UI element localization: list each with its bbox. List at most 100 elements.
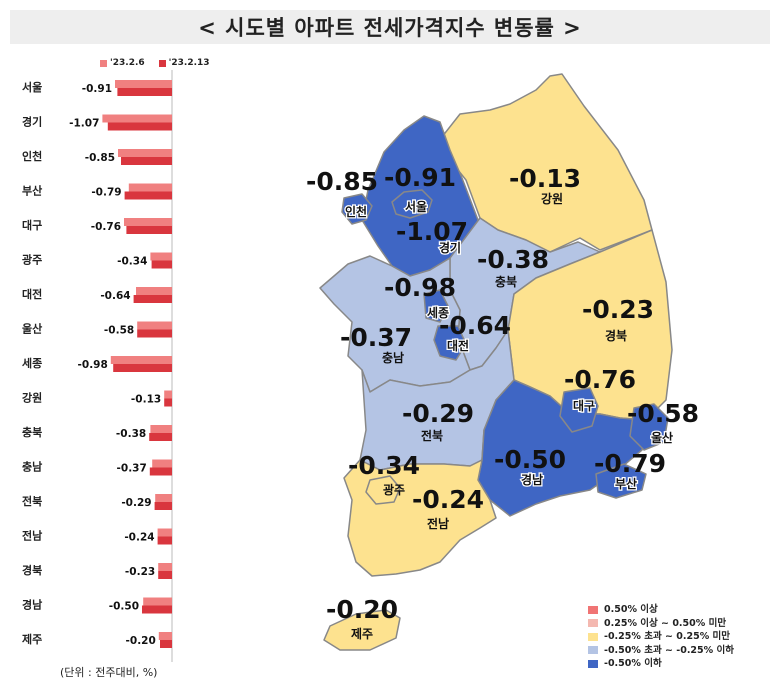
category-label: 대구 bbox=[22, 218, 42, 232]
category-label: 광주 bbox=[22, 254, 42, 267]
map-legend-label: 0.50% 이상 bbox=[604, 604, 658, 615]
region-value: -0.29 bbox=[402, 399, 474, 428]
map-legend-label: 0.25% 이상 ~ 0.50% 미만 bbox=[604, 617, 727, 629]
data-label: -0.58 bbox=[104, 325, 134, 337]
bar-chart: 서울 -0.91 경기 -1.07 인천 -0.85 부산 -0.79 대구 -0.76 광주 -0.… bbox=[22, 70, 173, 662]
bar-prev bbox=[155, 494, 172, 502]
map-legend-label: -0.50% 이하 bbox=[604, 658, 662, 669]
region-광주 bbox=[365, 475, 401, 505]
data-label: -0.24 bbox=[124, 532, 154, 544]
region-서울 bbox=[391, 189, 433, 219]
bar-prev bbox=[143, 597, 172, 606]
region-value: -0.85 bbox=[306, 167, 378, 196]
region-name: 부산 bbox=[615, 476, 637, 491]
category-label: 대전 bbox=[22, 287, 42, 301]
map-legend-label: -0.50% 초과 ~ -0.25% 이하 bbox=[604, 644, 734, 656]
data-label: -0.85 bbox=[85, 152, 115, 164]
region-name: 세종 bbox=[427, 305, 449, 320]
bar-current bbox=[160, 640, 172, 648]
legend-swatch-prev bbox=[100, 59, 107, 67]
region-value: -0.79 bbox=[594, 449, 666, 478]
region-value: -0.24 bbox=[412, 485, 484, 514]
map-legend: 0.50% 이상 0.25% 이상 ~ 0.50% 미만 -0.25% 초과 ~… bbox=[588, 603, 734, 671]
category-label: 인천 bbox=[22, 149, 42, 163]
bar-prev bbox=[124, 218, 172, 226]
bar-current bbox=[149, 467, 172, 476]
bar-current bbox=[117, 88, 172, 96]
data-label: -0.23 bbox=[125, 566, 155, 578]
bar-prev bbox=[158, 563, 172, 571]
bar-current bbox=[151, 260, 172, 269]
region-name: 전남 bbox=[427, 516, 449, 531]
data-label: -0.91 bbox=[82, 83, 112, 95]
data-label: -0.64 bbox=[100, 290, 130, 302]
legend-label-current: '23.2.13 bbox=[168, 58, 210, 68]
data-label: -0.37 bbox=[117, 463, 147, 475]
map-legend-row: -0.50% 이하 bbox=[588, 657, 734, 671]
map-legend-label: -0.25% 초과 ~ 0.25% 미만 bbox=[604, 631, 731, 642]
data-label: -0.20 bbox=[126, 635, 156, 647]
bar-current bbox=[133, 295, 172, 303]
map-legend-swatch bbox=[588, 605, 598, 614]
category-label: 전북 bbox=[22, 494, 42, 508]
map-legend-swatch bbox=[588, 646, 598, 655]
data-label: -0.29 bbox=[121, 497, 151, 509]
region-value: -0.34 bbox=[348, 451, 420, 480]
chart-title: < 시도별 아파트 전세가격지수 변동률 > bbox=[10, 10, 770, 44]
bar-current bbox=[121, 157, 172, 165]
region-name: 경남 bbox=[521, 472, 543, 487]
category-label: 경기 bbox=[22, 115, 42, 129]
data-label: -0.76 bbox=[91, 221, 121, 233]
legend-item-current: '23.2.13 bbox=[158, 58, 210, 68]
region-name: 인천 bbox=[345, 204, 367, 219]
bar-prev bbox=[150, 425, 172, 433]
bar-prev bbox=[152, 459, 172, 468]
bar-current bbox=[113, 364, 172, 372]
bar-current bbox=[154, 502, 172, 510]
data-label: -0.50 bbox=[109, 601, 139, 613]
bar-prev bbox=[137, 321, 172, 330]
region-value: -0.76 bbox=[564, 365, 636, 394]
map-shapes bbox=[319, 73, 673, 651]
map-legend-row: -0.50% 초과 ~ -0.25% 이하 bbox=[588, 644, 734, 658]
bar-current bbox=[126, 226, 172, 234]
region-value: -0.98 bbox=[384, 273, 456, 302]
region-제주 bbox=[323, 609, 401, 651]
region-대구 bbox=[559, 387, 599, 433]
category-label: 서울 bbox=[22, 80, 42, 94]
category-label: 강원 bbox=[22, 391, 42, 405]
category-label: 울산 bbox=[22, 322, 42, 336]
bar-current bbox=[164, 398, 172, 407]
region-value: -0.37 bbox=[340, 323, 412, 352]
map-legend-swatch bbox=[588, 632, 598, 641]
region-인천 bbox=[341, 193, 373, 225]
region-세종 bbox=[423, 289, 449, 323]
region-value: -0.23 bbox=[582, 295, 654, 324]
data-label: -0.79 bbox=[91, 187, 121, 199]
bar-prev bbox=[157, 528, 172, 537]
category-label: 경북 bbox=[22, 563, 42, 577]
map-legend-row: -0.25% 초과 ~ 0.25% 미만 bbox=[588, 630, 734, 644]
bar-prev bbox=[164, 390, 172, 399]
data-label: -0.98 bbox=[78, 359, 108, 371]
region-name: 강원 bbox=[541, 192, 563, 206]
region-name: 전북 bbox=[421, 428, 443, 443]
legend-item-prev: '23.2.6 bbox=[100, 58, 145, 68]
legend-swatch-current bbox=[158, 59, 166, 67]
category-label: 충북 bbox=[22, 425, 42, 439]
data-label: -0.38 bbox=[116, 428, 146, 440]
bar-current bbox=[149, 433, 172, 441]
bar-current bbox=[142, 605, 172, 614]
region-name: 경기 bbox=[439, 240, 461, 255]
category-label: 제주 bbox=[22, 632, 42, 646]
map-legend-row: 0.25% 이상 ~ 0.50% 미만 bbox=[588, 617, 734, 631]
region-name: 광주 bbox=[383, 482, 405, 497]
region-value: -0.58 bbox=[627, 399, 699, 428]
region-name: 충남 bbox=[382, 350, 404, 365]
region-name: 제주 bbox=[351, 627, 373, 641]
region-value: -1.07 bbox=[396, 217, 468, 246]
bar-prev bbox=[110, 356, 172, 364]
region-name: 서울 bbox=[405, 199, 427, 214]
data-label: -0.13 bbox=[131, 394, 161, 406]
